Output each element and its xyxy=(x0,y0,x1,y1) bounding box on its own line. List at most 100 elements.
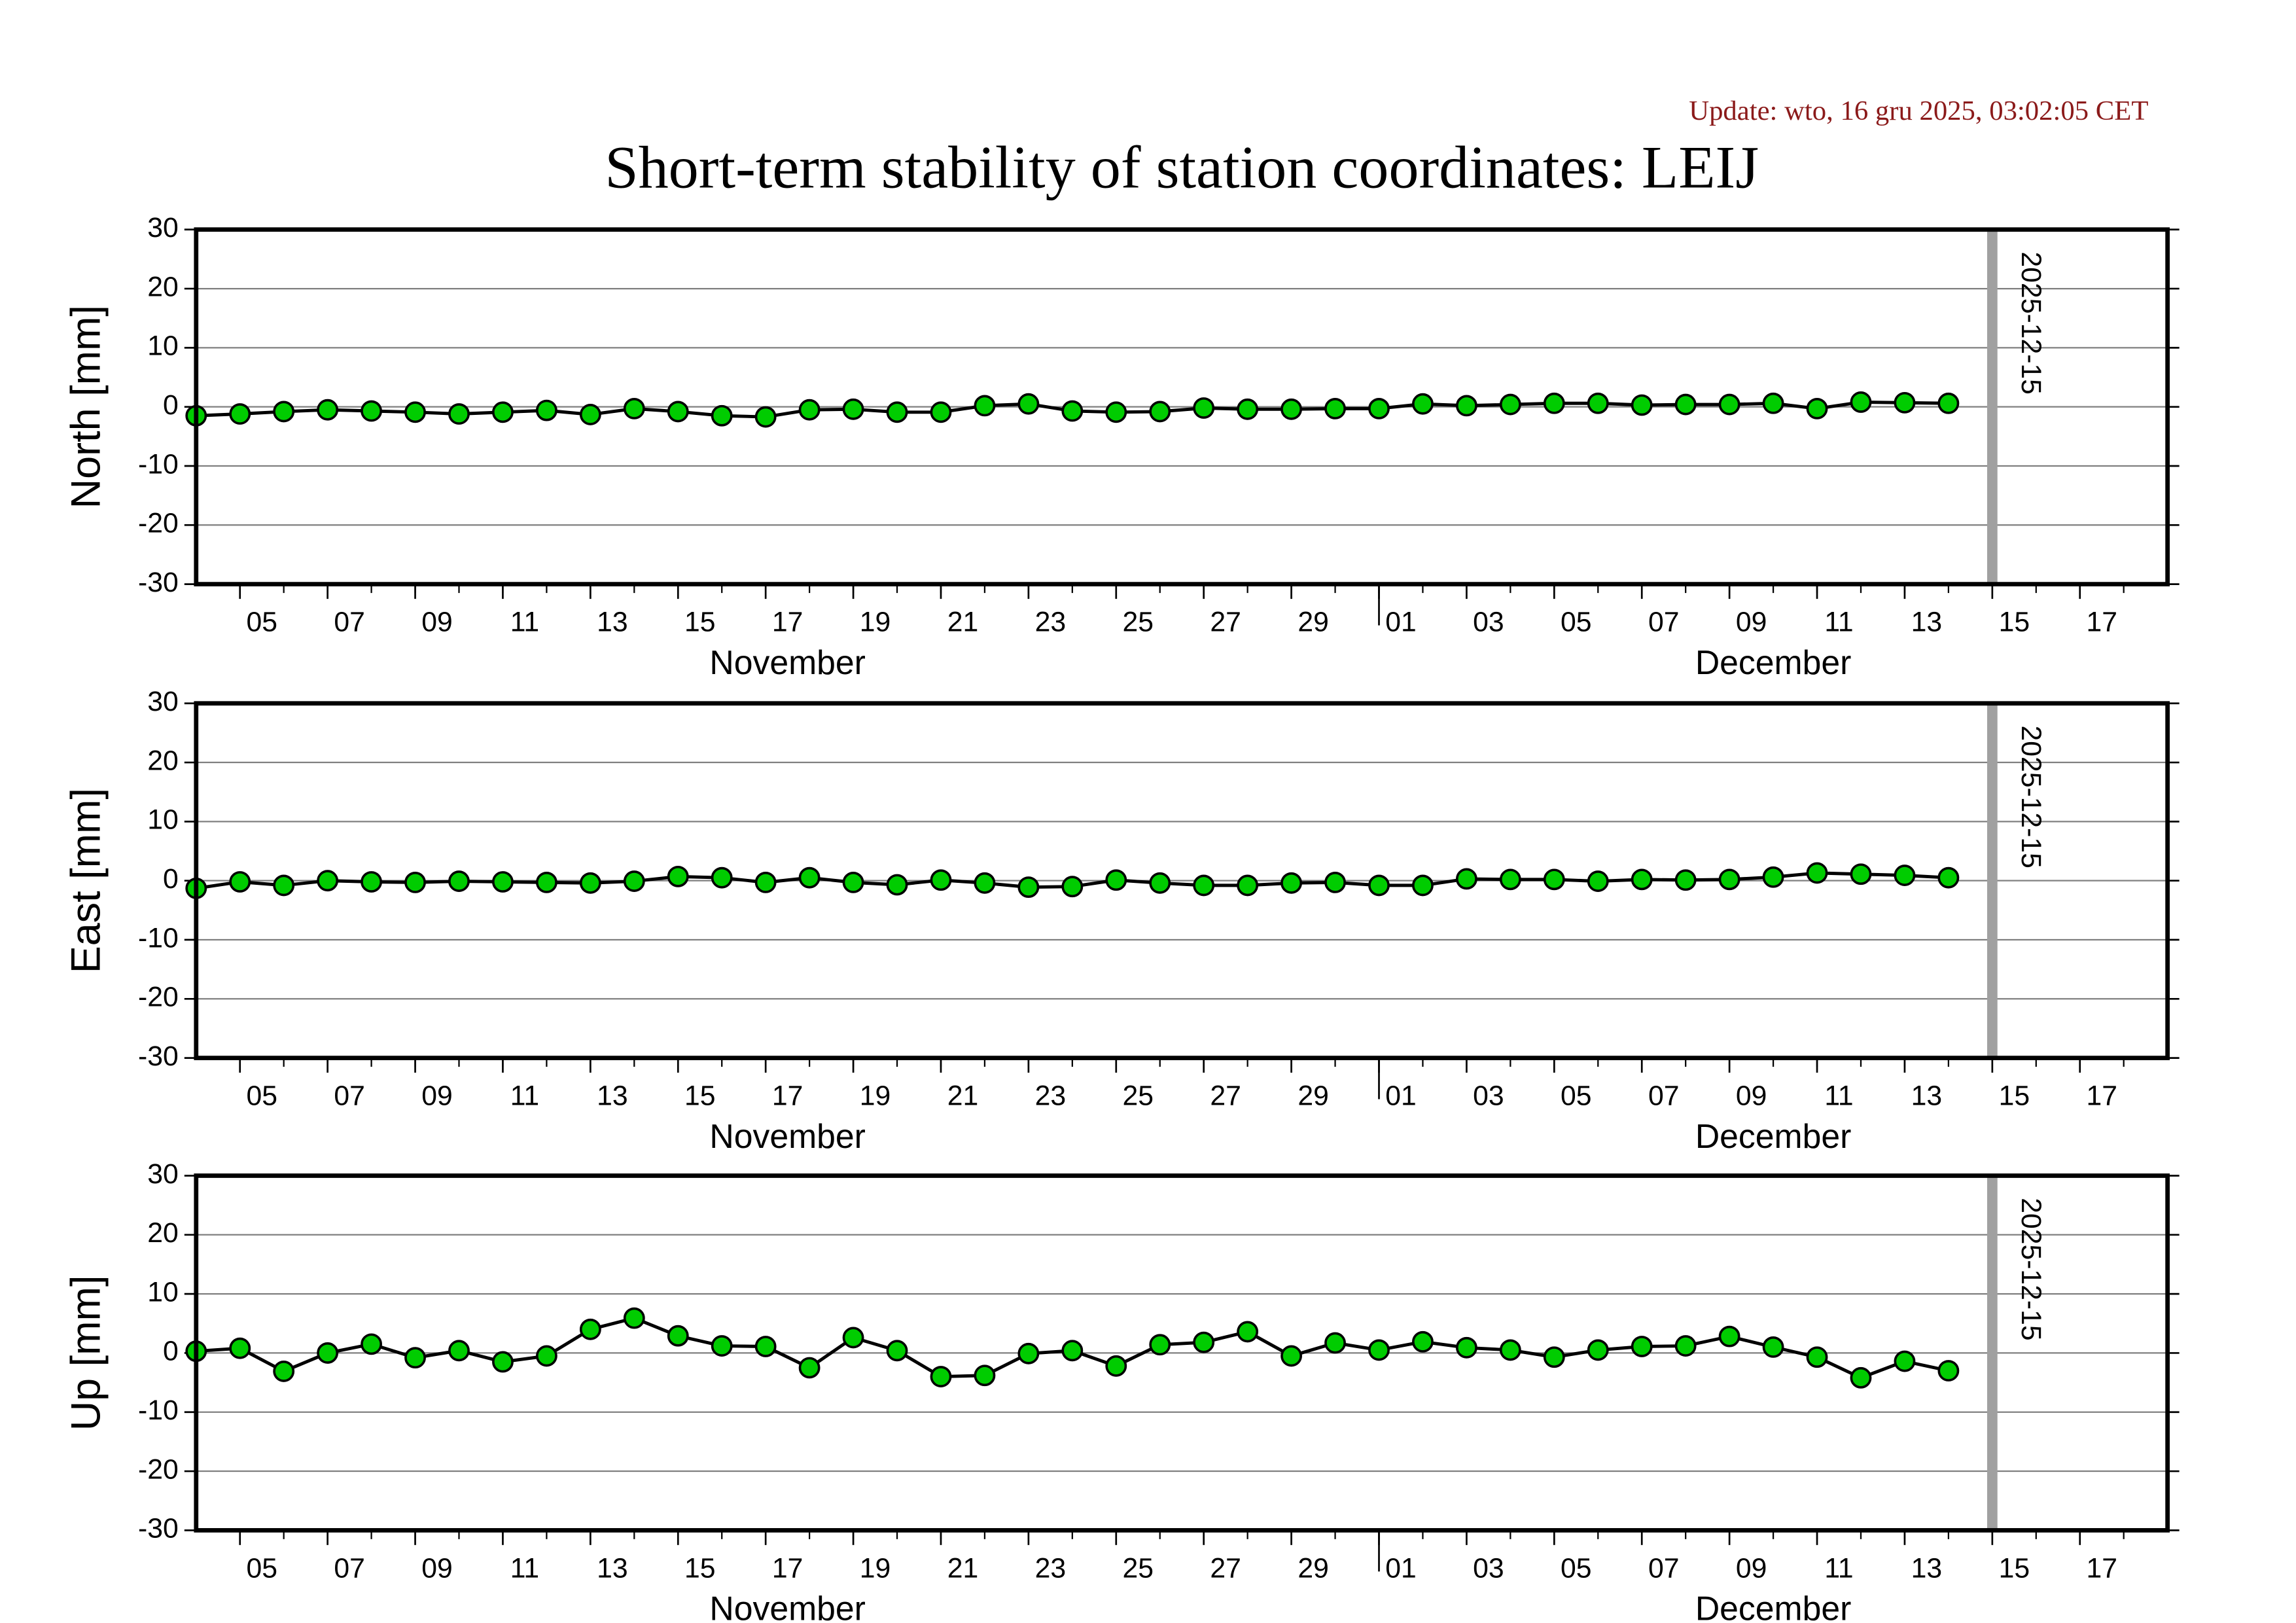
x-tick-label: 25 xyxy=(1123,607,1154,638)
data-point xyxy=(1631,868,1653,891)
month-label: November xyxy=(709,1590,866,1623)
data-point xyxy=(974,1364,996,1387)
data-point xyxy=(229,871,251,893)
x-tick-label: 07 xyxy=(1648,1080,1680,1112)
data-point xyxy=(711,866,733,889)
month-label: December xyxy=(1695,643,1852,681)
data-point xyxy=(1674,1335,1697,1357)
data-point xyxy=(754,406,777,428)
data-point xyxy=(1105,401,1127,423)
data-point xyxy=(317,870,339,892)
data-point xyxy=(1368,397,1390,419)
data-point xyxy=(1937,392,1960,414)
data-point xyxy=(1762,392,1784,414)
data-point xyxy=(1412,393,1434,415)
data-point xyxy=(842,1327,864,1349)
data-point xyxy=(361,871,383,893)
y-axis-label: Up [mm] xyxy=(63,1275,109,1431)
data-point xyxy=(886,1340,908,1362)
reference-label: 2025-12-15 xyxy=(2015,1198,2047,1340)
x-tick-label: 15 xyxy=(684,1080,716,1112)
data-point xyxy=(842,871,864,893)
data-point xyxy=(1237,398,1259,420)
x-tick-label: 07 xyxy=(334,1080,365,1112)
x-tick-label: 11 xyxy=(510,607,539,638)
data-point xyxy=(1280,398,1303,420)
x-tick-label: 29 xyxy=(1298,1552,1329,1584)
x-tick-label: 05 xyxy=(246,607,277,638)
x-tick-label: 03 xyxy=(1473,1080,1504,1112)
data-point xyxy=(1587,1339,1609,1361)
x-tick-label: 13 xyxy=(1911,1552,1943,1584)
x-tick-label: 21 xyxy=(947,1080,979,1112)
data-point xyxy=(1455,868,1477,890)
data-point xyxy=(1806,1346,1828,1368)
x-tick-label: 15 xyxy=(1999,607,2030,638)
data-point xyxy=(1455,395,1477,417)
x-tick-label: 15 xyxy=(684,1552,716,1584)
x-tick-label: 23 xyxy=(1035,1080,1067,1112)
data-point xyxy=(273,401,295,423)
x-tick-label: 29 xyxy=(1298,1080,1329,1112)
x-tick-label: 05 xyxy=(1561,607,1592,638)
data-point xyxy=(1017,876,1040,899)
x-tick-label: 19 xyxy=(860,1552,891,1584)
x-tick-label: 05 xyxy=(1561,1080,1592,1112)
x-tick-label: 09 xyxy=(1736,1552,1767,1584)
data-point xyxy=(229,1337,251,1359)
y-tick-label: -10 xyxy=(138,922,179,954)
data-point xyxy=(1894,391,1916,414)
data-point xyxy=(711,1335,733,1357)
data-point xyxy=(1543,868,1565,891)
x-tick-label: 25 xyxy=(1123,1080,1154,1112)
x-tick-label: 07 xyxy=(1648,1552,1680,1584)
y-tick-label: 20 xyxy=(147,271,179,302)
data-point xyxy=(842,398,864,420)
update-stamp: Update: wto, 16 gru 2025, 03:02:05 CET xyxy=(1689,96,2148,126)
data-point xyxy=(886,874,908,896)
data-point xyxy=(1718,868,1740,891)
data-point xyxy=(886,401,908,423)
x-tick-label: 11 xyxy=(1824,1080,1853,1112)
data-point xyxy=(1061,1340,1084,1362)
x-tick-label: 03 xyxy=(1473,607,1504,638)
x-tick-label: 07 xyxy=(1648,607,1680,638)
x-tick-label: 01 xyxy=(1385,1552,1417,1584)
y-tick-label: 0 xyxy=(163,389,179,421)
data-point xyxy=(1149,872,1171,894)
x-tick-label: 25 xyxy=(1123,1552,1154,1584)
data-point xyxy=(623,1307,645,1329)
data-point xyxy=(1806,862,1828,884)
data-point xyxy=(1587,392,1609,414)
data-point xyxy=(579,404,601,425)
data-point xyxy=(1412,874,1434,897)
data-point xyxy=(1412,1330,1434,1353)
data-point xyxy=(623,397,645,419)
y-tick-label: 0 xyxy=(163,1336,179,1367)
x-tick-label: 15 xyxy=(684,607,716,638)
x-tick-label: 21 xyxy=(947,607,979,638)
data-point xyxy=(229,403,251,425)
month-label: December xyxy=(1695,1590,1852,1623)
data-point xyxy=(1631,394,1653,416)
data-point xyxy=(1806,397,1828,419)
data-point xyxy=(1368,1339,1390,1361)
data-point xyxy=(754,871,777,893)
x-tick-label: 23 xyxy=(1035,607,1067,638)
y-tick-label: -20 xyxy=(138,1454,179,1485)
y-tick-label: 10 xyxy=(147,1276,179,1308)
data-point xyxy=(1105,869,1127,891)
y-tick-label: -30 xyxy=(138,1041,179,1072)
data-point xyxy=(974,872,996,894)
y-tick-label: 20 xyxy=(147,745,179,776)
data-point xyxy=(798,866,821,889)
data-point xyxy=(667,401,689,423)
data-point xyxy=(1455,1336,1477,1359)
data-point xyxy=(1543,1346,1565,1368)
data-point xyxy=(404,871,426,893)
data-point xyxy=(1499,868,1521,891)
x-tick-label: 05 xyxy=(246,1552,277,1584)
data-point xyxy=(930,869,952,891)
month-label: November xyxy=(709,643,866,681)
